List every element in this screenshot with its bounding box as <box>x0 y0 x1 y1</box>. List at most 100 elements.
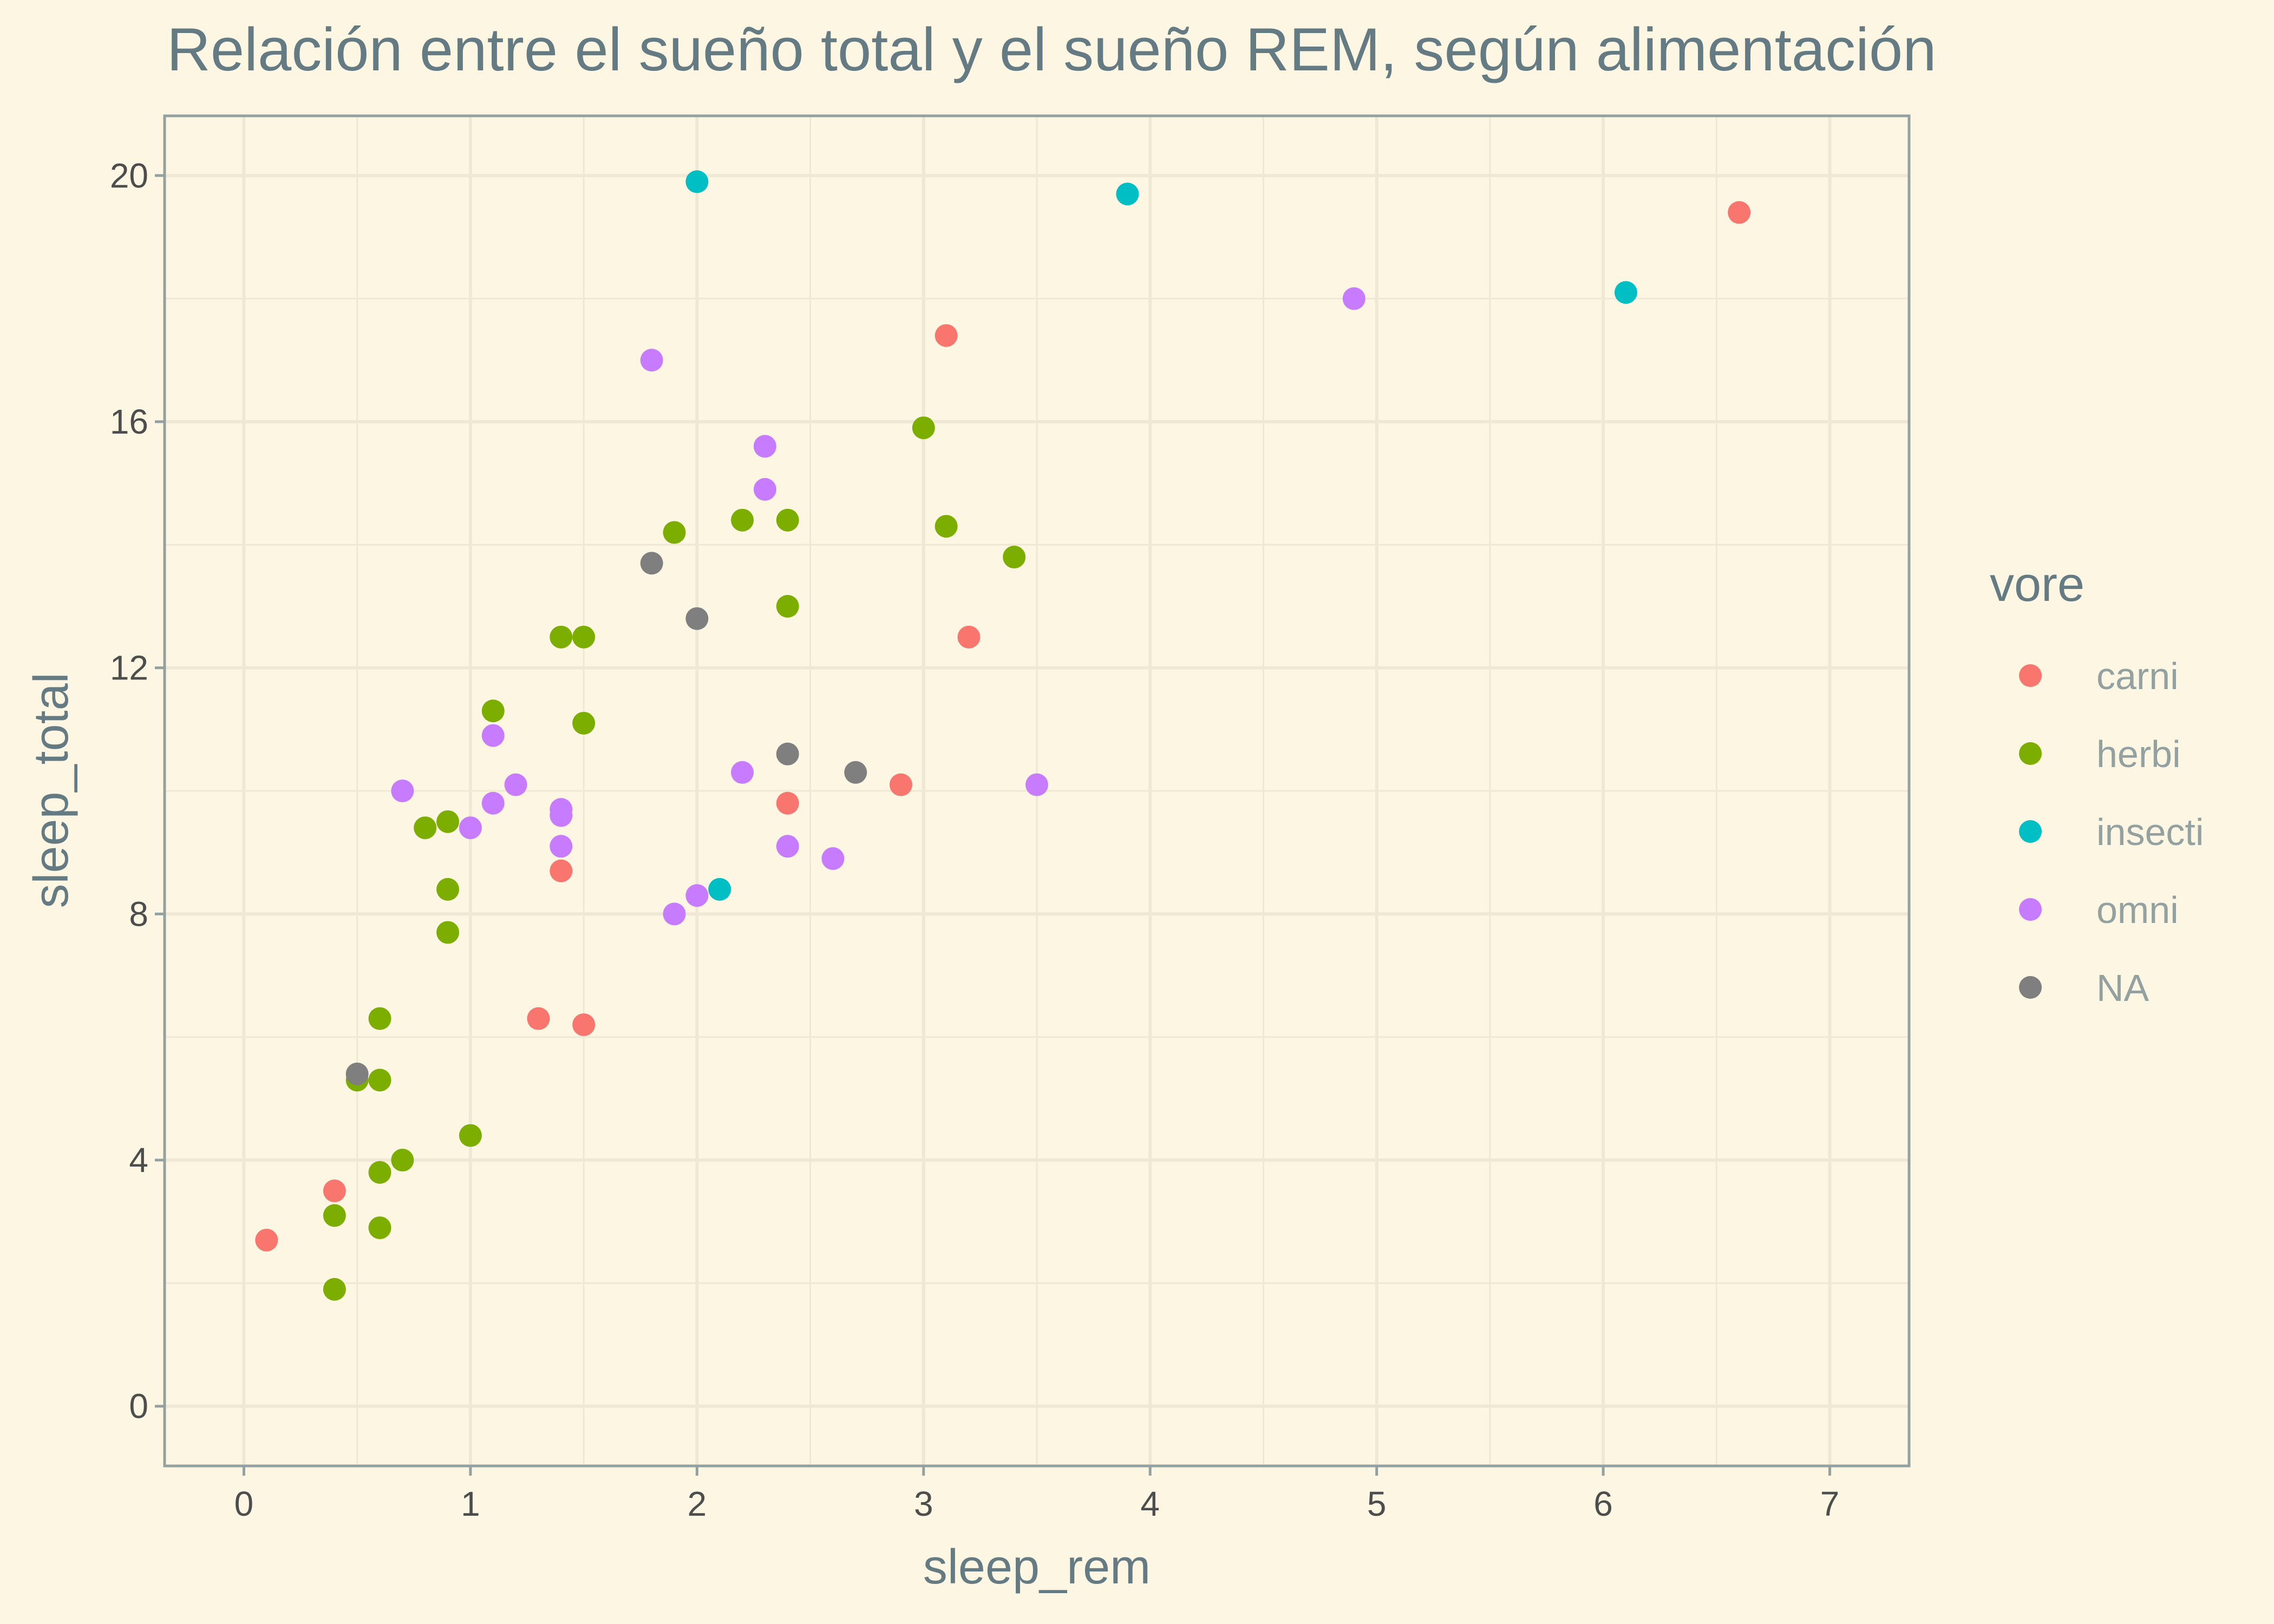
data-point <box>345 1062 369 1085</box>
data-point <box>1116 182 1139 206</box>
data-point <box>436 810 460 833</box>
data-point <box>640 349 663 372</box>
data-point <box>776 835 799 858</box>
data-point <box>459 1124 482 1147</box>
data-point <box>844 761 867 784</box>
data-point <box>481 724 505 747</box>
x-tick-labels: 0 1 2 3 4 5 6 7 <box>234 1484 1840 1523</box>
legend-key-na <box>2019 976 2042 999</box>
data-point <box>731 508 754 532</box>
y-tick-label: 20 <box>110 156 148 195</box>
x-tick-label: 2 <box>688 1484 707 1523</box>
data-point <box>368 1216 391 1240</box>
y-tick-label: 16 <box>110 402 148 441</box>
legend-label: omni <box>2096 889 2179 931</box>
data-point <box>391 780 414 802</box>
grid <box>165 116 1909 1466</box>
data-point <box>889 773 912 796</box>
axis-ticks <box>155 174 1832 1476</box>
data-point <box>957 625 981 649</box>
data-point <box>1025 773 1048 796</box>
legend-label: herbi <box>2096 733 2181 775</box>
legend-label: insecti <box>2096 811 2204 853</box>
data-point <box>776 742 799 765</box>
panel-border <box>163 114 1911 1468</box>
data-point <box>935 515 958 538</box>
data-point <box>776 508 799 532</box>
data-point <box>708 878 731 901</box>
y-tick-labels: 0 4 8 12 16 20 <box>110 156 148 1425</box>
x-tick-label: 5 <box>1367 1484 1387 1523</box>
data-point <box>481 699 505 723</box>
legend-label: carni <box>2096 655 2179 697</box>
data-point <box>1728 201 1751 224</box>
data-point <box>663 902 686 926</box>
y-tick-label: 12 <box>110 649 148 687</box>
x-tick-label: 6 <box>1593 1484 1613 1523</box>
data-point <box>935 324 958 347</box>
data-point <box>459 816 482 840</box>
data-point <box>550 859 573 882</box>
data-point <box>1003 546 1026 569</box>
data-point <box>912 416 935 440</box>
series-herbi <box>323 416 1026 1301</box>
legend-label: NA <box>2096 967 2149 1009</box>
data-point <box>414 816 437 840</box>
data-point <box>753 477 776 501</box>
data-point <box>1342 287 1365 310</box>
data-point <box>255 1228 278 1252</box>
data-point <box>391 1149 414 1172</box>
data-point <box>368 1007 391 1030</box>
data-point <box>572 1013 596 1036</box>
data-point <box>640 552 663 575</box>
data-point <box>504 773 527 796</box>
data-point <box>685 884 709 907</box>
data-point <box>368 1069 391 1092</box>
data-point <box>436 921 460 944</box>
data-points <box>255 170 1751 1301</box>
data-point <box>572 711 596 735</box>
x-axis-title: sleep_rem <box>923 1540 1151 1594</box>
data-point <box>550 835 573 858</box>
legend-key-carni <box>2019 664 2042 687</box>
data-point <box>1614 281 1637 304</box>
data-point <box>550 804 573 827</box>
data-point <box>323 1204 346 1227</box>
y-tick-label: 8 <box>129 894 148 933</box>
data-point <box>776 791 799 815</box>
data-point <box>527 1007 550 1030</box>
data-point <box>550 625 573 649</box>
data-point <box>753 435 776 458</box>
data-point <box>572 625 596 649</box>
legend: vore carni herbi insecti omni NA <box>1990 558 2204 1009</box>
series-na <box>345 552 867 1085</box>
x-tick-label: 7 <box>1820 1484 1840 1523</box>
data-point <box>436 878 460 901</box>
x-tick-label: 4 <box>1140 1484 1160 1523</box>
chart-title: Relación entre el sueño total y el sueño… <box>167 16 1937 83</box>
data-point <box>323 1278 346 1301</box>
y-tick-label: 4 <box>129 1141 148 1180</box>
data-point <box>323 1179 346 1202</box>
series-omni <box>391 287 1365 926</box>
legend-items: carni herbi insecti omni NA <box>2019 655 2204 1009</box>
legend-key-herbi <box>2019 742 2042 765</box>
legend-title: vore <box>1990 558 2084 612</box>
x-tick-label: 1 <box>461 1484 480 1523</box>
series-insecti <box>685 170 1637 901</box>
legend-key-omni <box>2019 898 2042 921</box>
data-point <box>481 791 505 815</box>
y-tick-label: 0 <box>129 1387 148 1426</box>
series-carni <box>255 201 1751 1252</box>
data-point <box>821 847 845 870</box>
legend-key-insecti <box>2019 820 2042 843</box>
data-point <box>776 594 799 618</box>
data-point <box>368 1161 391 1184</box>
data-point <box>731 761 754 784</box>
data-point <box>685 170 709 193</box>
x-tick-label: 3 <box>914 1484 933 1523</box>
data-point <box>663 521 686 544</box>
data-point <box>685 607 709 630</box>
y-axis-title: sleep_total <box>24 672 79 908</box>
